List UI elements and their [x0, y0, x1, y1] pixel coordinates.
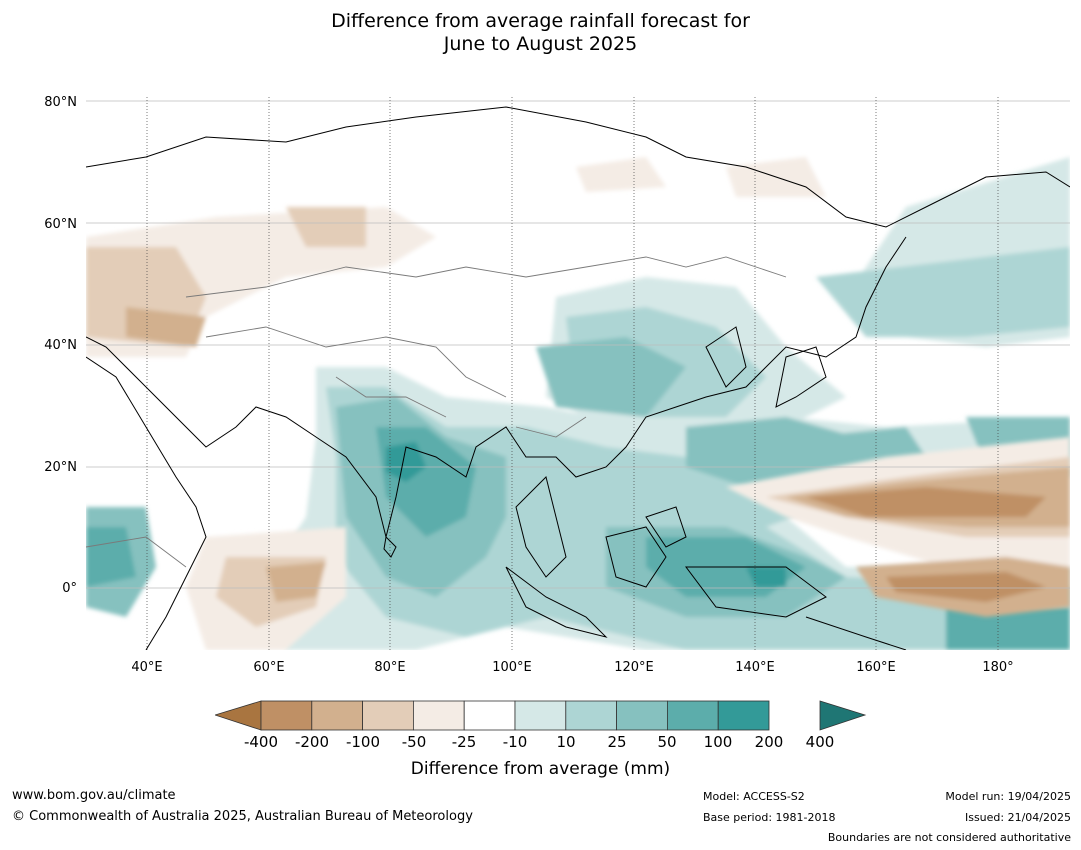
colorbar-segment: [666, 700, 719, 731]
lat-label-80n: 80°N: [44, 95, 77, 110]
lat-label-40n: 40°N: [44, 338, 77, 353]
colorbar-segment: [362, 700, 414, 731]
colorbar-max-arrow: [819, 700, 867, 731]
lon-label-160e: 160°E: [856, 660, 896, 675]
model-text: Model: ACCESS-S2: [703, 790, 805, 803]
colorbar-tick: 25: [607, 733, 627, 751]
disclaimer-text: Boundaries are not considered authoritat…: [827, 831, 1071, 844]
colorbar-segment: [311, 700, 364, 731]
website-link[interactable]: www.bom.gov.au/climate: [12, 788, 176, 803]
colorbar-segment: [717, 700, 770, 731]
colorbar-min-arrow: [215, 700, 262, 731]
lon-label-120e: 120°E: [614, 660, 654, 675]
colorbar-segment: [260, 700, 313, 731]
model-run-text: Model run: 19/04/2025: [945, 790, 1071, 803]
lat-label-0: 0°: [62, 581, 77, 596]
colorbar-tick: 10: [556, 733, 576, 751]
colorbar-tick: -400: [243, 733, 279, 751]
colorbar-tick: -10: [502, 733, 528, 751]
colorbar-tick: -25: [451, 733, 477, 751]
colorbar-segment: [463, 700, 516, 731]
lat-label-20n: 20°N: [44, 460, 77, 475]
lon-label-60e: 60°E: [253, 660, 285, 675]
colorbar-segment: [514, 700, 567, 731]
colorbar: [215, 700, 867, 731]
lon-label-40e: 40°E: [131, 660, 163, 675]
wet-anomaly-fields: [86, 157, 1070, 650]
issued-text: Issued: 21/04/2025: [964, 811, 1071, 824]
title-line-1: Difference from average rainfall forecas…: [331, 10, 750, 32]
lat-label-60n: 60°N: [44, 217, 77, 232]
lon-label-180: 180°: [982, 660, 1014, 675]
copyright-text: © Commonwealth of Australia 2025, Austra…: [12, 809, 473, 824]
colorbar-segment: [616, 700, 668, 731]
colorbar-tick: -50: [401, 733, 427, 751]
lon-label-100e: 100°E: [492, 660, 532, 675]
coastlines: [86, 106, 1070, 650]
chart-title: Difference from average rainfall forecas…: [0, 10, 1081, 56]
graticule: [86, 100, 1070, 589]
title-line-2: June to August 2025: [443, 33, 638, 55]
map-canvas: [86, 97, 1070, 650]
country-boundaries: [86, 256, 787, 568]
colorbar-segments: [260, 700, 770, 731]
colorbar-tick: 100: [703, 733, 733, 751]
colorbar-tick: -100: [345, 733, 381, 751]
colorbar-segment: [412, 700, 465, 731]
lon-label-80e: 80°E: [374, 660, 406, 675]
meridians: [146, 97, 999, 650]
lon-label-140e: 140°E: [735, 660, 775, 675]
colorbar-tick: 50: [657, 733, 677, 751]
base-period-text: Base period: 1981-2018: [703, 811, 836, 824]
rainfall-anomaly-map: [86, 97, 1070, 650]
colorbar-tick: -200: [294, 733, 330, 751]
colorbar-label: Difference from average (mm): [410, 759, 671, 779]
colorbar-tick: 400: [805, 733, 835, 751]
colorbar-tick: 200: [754, 733, 784, 751]
colorbar-segment: [565, 700, 617, 731]
